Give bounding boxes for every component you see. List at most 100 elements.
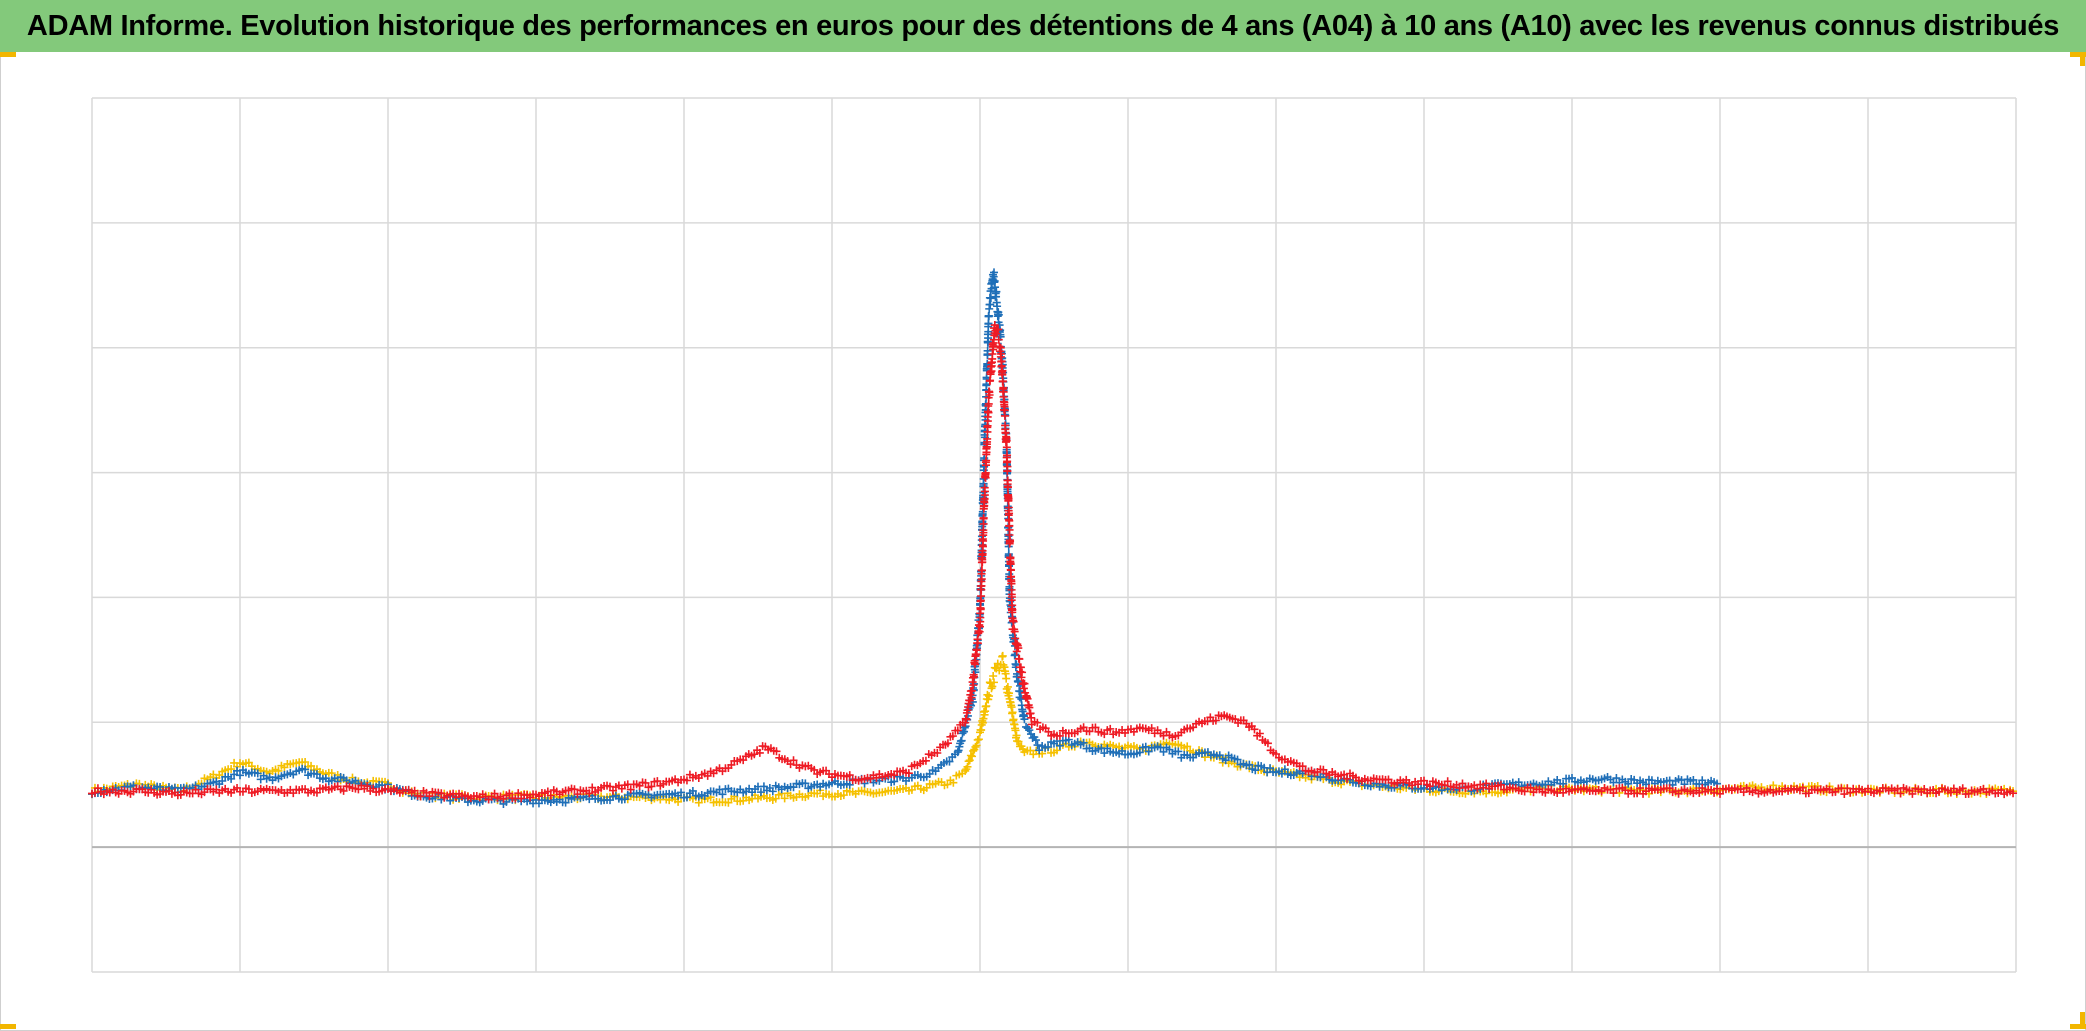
data-point <box>933 749 942 758</box>
data-point <box>1233 755 1242 764</box>
data-point <box>974 735 983 744</box>
data-point <box>437 789 446 798</box>
data-point <box>985 391 994 400</box>
data-point <box>1482 789 1491 798</box>
data-point <box>490 789 499 798</box>
data-point <box>546 791 555 800</box>
data-point <box>1025 726 1034 735</box>
data-point <box>982 702 991 711</box>
data-point <box>1100 749 1109 758</box>
data-point <box>1496 780 1505 789</box>
data-point <box>1003 462 1012 471</box>
data-point <box>585 789 594 798</box>
data-point <box>967 693 976 702</box>
data-point <box>1174 747 1183 756</box>
data-point <box>301 757 310 766</box>
data-point <box>1343 774 1352 783</box>
data-point <box>253 769 262 778</box>
data-point <box>983 417 992 426</box>
data-point <box>1005 525 1014 534</box>
title-bar: ADAM Informe. Evolution historique des p… <box>0 0 2086 52</box>
data-point <box>1716 789 1724 798</box>
data-point <box>810 765 819 774</box>
data-point <box>978 558 987 567</box>
data-point <box>1520 787 1529 796</box>
data-point <box>984 408 993 417</box>
data-point <box>688 786 697 795</box>
data-point <box>682 793 691 802</box>
data-point <box>1008 605 1017 614</box>
data-point <box>978 566 987 575</box>
data-point <box>990 663 999 672</box>
data-point <box>218 776 227 785</box>
data-point <box>1002 674 1011 683</box>
corner-accent-top-left <box>0 52 16 57</box>
data-point <box>236 771 244 780</box>
data-point <box>588 783 597 792</box>
data-point <box>1221 756 1230 765</box>
data-point <box>984 311 993 320</box>
data-point <box>984 319 993 328</box>
data-point <box>620 795 629 804</box>
data-point <box>1211 716 1220 725</box>
data-point <box>1710 788 1719 797</box>
data-point <box>410 786 419 795</box>
data-point <box>989 671 998 680</box>
data-point <box>1006 537 1015 546</box>
grid-layer <box>91 97 2017 973</box>
corner-accent-top-right <box>2070 52 2086 57</box>
data-point <box>1183 742 1192 751</box>
data-point <box>1908 789 1917 798</box>
data-point <box>998 366 1007 375</box>
data-point <box>945 757 954 766</box>
data-point <box>1000 411 1009 420</box>
data-point <box>1055 741 1064 750</box>
data-point <box>1135 748 1144 757</box>
data-point <box>718 790 727 799</box>
data-point <box>1023 694 1032 703</box>
corner-accent-bottom-left <box>0 1024 16 1029</box>
data-point <box>1005 509 1014 518</box>
data-point <box>988 682 997 691</box>
data-point <box>1052 746 1061 755</box>
data-point <box>1010 627 1019 636</box>
data-point <box>983 346 992 355</box>
data-point <box>1798 783 1807 792</box>
data-point <box>1559 788 1568 797</box>
data-point <box>994 310 1003 319</box>
data-point <box>1079 738 1088 747</box>
data-point <box>1003 476 1012 485</box>
points-layer <box>88 268 2018 808</box>
data-point <box>1159 747 1168 756</box>
data-point <box>1840 790 1849 799</box>
data-point <box>994 335 1003 344</box>
data-point <box>801 779 810 788</box>
data-point <box>227 774 236 783</box>
data-point <box>755 748 764 757</box>
data-point <box>1443 777 1452 786</box>
data-point <box>943 739 952 748</box>
corner-accent-right-edge-bottom <box>2080 1012 2085 1026</box>
data-point <box>425 792 434 801</box>
data-point <box>641 778 650 787</box>
data-point <box>301 765 310 774</box>
data-point <box>1298 762 1307 771</box>
data-point <box>980 487 989 496</box>
data-point <box>1003 682 1012 691</box>
data-point <box>995 666 1004 675</box>
chart-title: ADAM Informe. Evolution historique des p… <box>26 9 2060 42</box>
data-point <box>971 742 980 751</box>
data-point <box>968 686 977 695</box>
data-point <box>973 639 982 648</box>
data-point <box>780 794 789 803</box>
data-point <box>1033 741 1042 750</box>
corner-accent-bottom-right <box>2070 1024 2086 1029</box>
data-point <box>1141 742 1150 751</box>
data-point <box>972 646 981 655</box>
data-point <box>1011 726 1020 735</box>
data-point <box>971 660 980 669</box>
data-point <box>845 771 854 780</box>
data-point <box>1147 724 1156 733</box>
